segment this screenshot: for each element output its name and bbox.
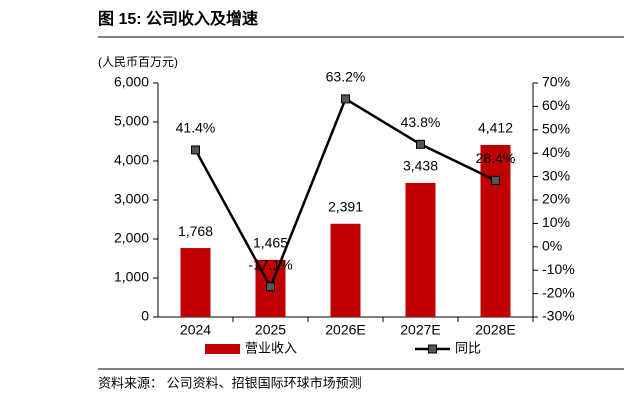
x-tick-label: 2028E <box>475 322 515 338</box>
bar-value-label: 2,391 <box>328 198 363 214</box>
bar <box>480 144 511 317</box>
y2-tick-label: 10% <box>542 214 570 230</box>
y2-tick-label: -20% <box>542 284 575 300</box>
y-tick-label: 1,000 <box>114 269 149 285</box>
growth-marker <box>191 145 200 155</box>
y-tick-label: 3,000 <box>114 191 149 207</box>
y-tick-label: 5,000 <box>114 113 149 129</box>
y-tick-label: 2,000 <box>114 230 149 246</box>
growth-value-label: 28.4% <box>476 150 516 166</box>
growth-marker <box>416 139 425 149</box>
legend-swatch <box>205 344 240 354</box>
y-tick-label: 6,000 <box>114 74 149 90</box>
legend-label: 同比 <box>455 340 481 355</box>
y-tick-label: 0 <box>141 308 149 324</box>
x-tick-label: 2025 <box>255 322 286 338</box>
y2-tick-label: 0% <box>542 238 562 254</box>
growth-value-label: 63.2% <box>326 69 366 85</box>
y2-tick-label: -10% <box>542 261 575 277</box>
y-tick-label: 4,000 <box>114 152 149 168</box>
x-tick-label: 2026E <box>325 322 365 338</box>
growth-marker <box>341 94 350 104</box>
bar-value-label: 3,438 <box>403 158 438 174</box>
bar <box>180 248 211 317</box>
y2-tick-label: 60% <box>542 97 570 113</box>
bar <box>405 182 436 317</box>
growth-value-label: 43.8% <box>401 114 441 130</box>
y2-tick-label: -30% <box>542 308 575 324</box>
y2-tick-label: 30% <box>542 167 570 183</box>
growth-marker <box>266 282 275 292</box>
legend-marker <box>428 344 437 354</box>
bar-value-label: 1,465 <box>253 235 288 251</box>
y2-tick-label: 50% <box>542 121 570 137</box>
y2-tick-label: 20% <box>542 191 570 207</box>
bar <box>330 223 361 317</box>
x-tick-label: 2024 <box>180 322 211 338</box>
growth-value-label: -17.1% <box>248 257 292 273</box>
unit-label: (人民币百万元) <box>98 55 178 69</box>
y2-tick-label: 70% <box>542 74 570 90</box>
x-tick-label: 2027E <box>400 322 440 338</box>
bar-value-label: 4,412 <box>478 120 513 136</box>
y2-tick-label: 40% <box>542 144 570 160</box>
growth-marker <box>491 175 500 185</box>
legend-label: 营业收入 <box>245 340 297 355</box>
chart-title: 图 15: 公司收入及增速 <box>98 9 258 28</box>
growth-value-label: 41.4% <box>176 120 216 136</box>
bar-value-label: 1,768 <box>178 223 213 239</box>
source: 资料来源： 公司资料、招银国际环球市场预测 <box>98 375 362 390</box>
